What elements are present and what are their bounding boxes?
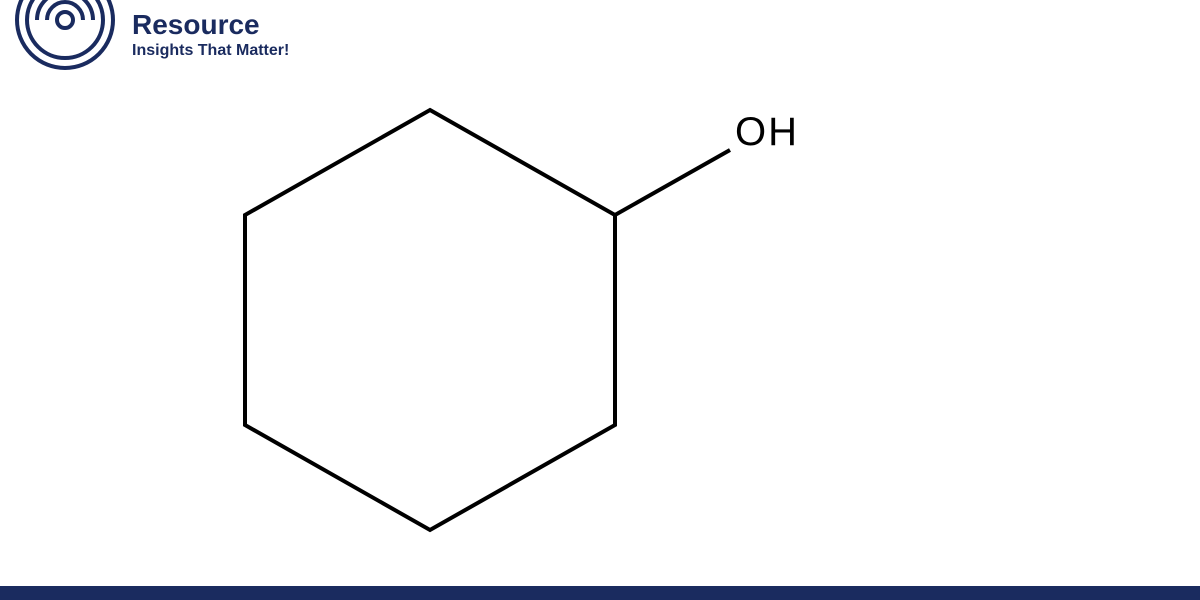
molecule-diagram: OH bbox=[230, 80, 750, 540]
logo-icon bbox=[10, 0, 120, 70]
logo-area: Resource Insights That Matter! bbox=[10, 0, 289, 70]
bottom-bar bbox=[0, 586, 1200, 600]
oh-label: OH bbox=[735, 110, 799, 155]
logo-text: Resource Insights That Matter! bbox=[132, 10, 289, 61]
molecule-svg bbox=[230, 80, 750, 540]
logo-tagline: Insights That Matter! bbox=[132, 42, 289, 60]
hexagon-ring bbox=[245, 110, 615, 530]
logo-title: Resource bbox=[132, 10, 289, 41]
oh-bond bbox=[615, 150, 730, 215]
